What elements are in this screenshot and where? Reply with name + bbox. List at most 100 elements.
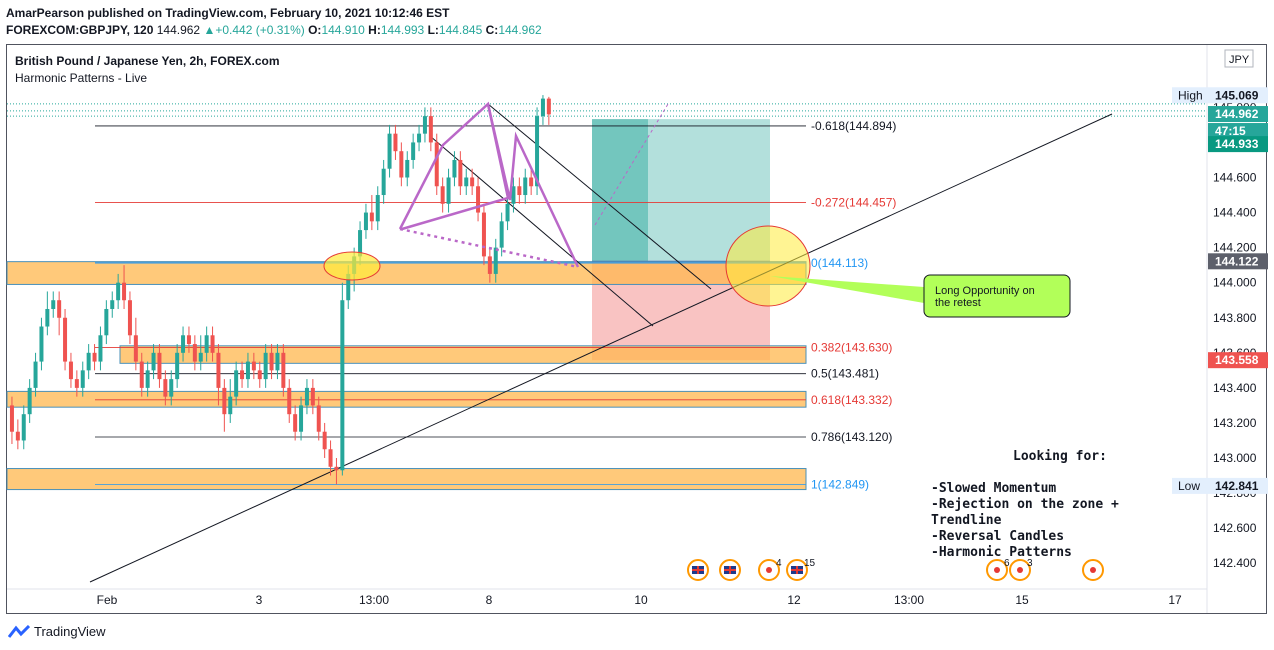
- price-tick-label: 142.400: [1213, 556, 1257, 570]
- candle-body: [104, 308, 109, 336]
- candle-body: [523, 177, 528, 196]
- candle-body: [310, 387, 315, 406]
- symbol-quote-line: FOREXCOM:GBPJPY, 120 144.962 ▲+0.442 (+0…: [6, 23, 542, 37]
- time-tick-label: 10: [634, 593, 648, 607]
- time-tick-label: 15: [1015, 593, 1029, 607]
- high-label: H:: [368, 23, 381, 37]
- take-profit-filled: [592, 119, 648, 262]
- fib-level-label: 1(142.849): [811, 477, 869, 491]
- candle-body: [222, 387, 227, 415]
- candle-body: [358, 230, 363, 257]
- time-tick-label: 17: [1168, 593, 1182, 607]
- candle-body: [440, 186, 445, 204]
- candle-body: [405, 159, 410, 178]
- fib-level-label: 0.382(143.630): [811, 341, 892, 355]
- candle-body: [340, 300, 345, 471]
- support-zone: [6, 390, 807, 408]
- price-change: +0.442 (+0.31%): [215, 23, 305, 37]
- candle-body: [186, 335, 191, 345]
- price-label-value: 144.962: [1215, 107, 1259, 121]
- fib-level-label: -0.272(144.457): [811, 196, 896, 210]
- candle-body: [540, 98, 545, 117]
- event-count-label: 15: [804, 558, 816, 569]
- chart-frame: [6, 44, 1267, 614]
- candle-body: [57, 300, 62, 318]
- candle-body: [228, 396, 233, 415]
- low-value: 144.845: [438, 23, 483, 37]
- price-label-value: 143.558: [1215, 353, 1259, 367]
- close-label: C:: [485, 23, 499, 37]
- time-tick-label: 13:00: [894, 593, 924, 607]
- candle-body: [263, 352, 268, 380]
- candle-body: [234, 370, 239, 397]
- price-label-value: 47:15: [1215, 124, 1246, 138]
- publish-info: AmarPearson published on TradingView.com…: [6, 6, 450, 20]
- time-tick-label: 3: [256, 593, 263, 607]
- event-count-label: 3: [1027, 558, 1033, 569]
- price-label-bg: [1208, 352, 1268, 369]
- candle-body: [299, 405, 304, 432]
- candle-body: [192, 344, 197, 362]
- candle-body: [139, 361, 144, 388]
- price-label-bg: [1172, 477, 1268, 494]
- fib-level-label: 0(144.113): [811, 256, 868, 270]
- candle-body: [428, 116, 433, 143]
- price-label-bg: [1208, 106, 1268, 123]
- author-name: AmarPearson published on TradingView.com…: [6, 6, 450, 20]
- candle-body: [245, 361, 250, 380]
- candle-body: [417, 133, 422, 143]
- candle-body: [499, 221, 504, 248]
- last-price: 144.962: [156, 23, 201, 37]
- candle-body: [304, 387, 309, 406]
- price-tick-label: 143.000: [1213, 451, 1257, 465]
- candle-body: [281, 352, 286, 388]
- time-tick-label: 8: [486, 593, 493, 607]
- fib-level-label: 0.5(143.481): [811, 367, 879, 381]
- event-count-label: 6: [1004, 558, 1010, 569]
- price-label-bg: [1208, 253, 1268, 270]
- candle-body: [381, 168, 386, 196]
- price-tick-label: 144.400: [1213, 206, 1257, 220]
- event-dot-icon: [994, 567, 1000, 573]
- candle-body: [92, 352, 97, 362]
- candle-body: [175, 352, 180, 380]
- callout-text: the retest: [935, 297, 981, 309]
- note-item: -Rejection on the zone +: [931, 497, 1119, 512]
- notes-title: Looking for:: [1013, 449, 1107, 464]
- candle-body: [45, 308, 50, 327]
- callout-pointer: [770, 276, 924, 303]
- entry-highlight: [725, 225, 811, 307]
- candle-body: [163, 379, 168, 397]
- channel-upper-line: [487, 103, 712, 290]
- low-label: L:: [427, 23, 439, 37]
- candle-body: [122, 282, 127, 301]
- harmonic-pattern-leg: [486, 103, 580, 268]
- candle-body: [9, 405, 14, 432]
- candle-body: [68, 361, 73, 380]
- candle-body: [411, 142, 416, 160]
- candle-body: [251, 361, 256, 371]
- candle-body: [110, 300, 115, 309]
- candle-body: [481, 212, 486, 257]
- candle-body: [334, 466, 339, 471]
- candle-body: [240, 370, 245, 380]
- price-tick-label: 143.400: [1213, 381, 1257, 395]
- time-tick-label: 13:00: [359, 593, 389, 607]
- time-tick-label: Feb: [97, 593, 118, 607]
- candle-body: [458, 159, 463, 187]
- chart-legend-title: British Pound / Japanese Yen, 2h, FOREX.…: [15, 54, 280, 68]
- candle-body: [257, 370, 262, 380]
- candle-body: [511, 186, 516, 204]
- candle-body: [63, 317, 68, 362]
- footer-brand[interactable]: TradingView: [8, 624, 106, 639]
- brand-name: TradingView: [34, 624, 106, 639]
- candle-body: [275, 352, 280, 371]
- indicator-legend: Harmonic Patterns - Live: [15, 71, 148, 85]
- candle-body: [15, 431, 20, 441]
- channel-lower-line: [429, 135, 654, 327]
- price-tick-label: 144.000: [1213, 276, 1257, 290]
- candle-body: [145, 370, 150, 388]
- open-label: O:: [308, 23, 322, 37]
- candle-body: [346, 273, 351, 301]
